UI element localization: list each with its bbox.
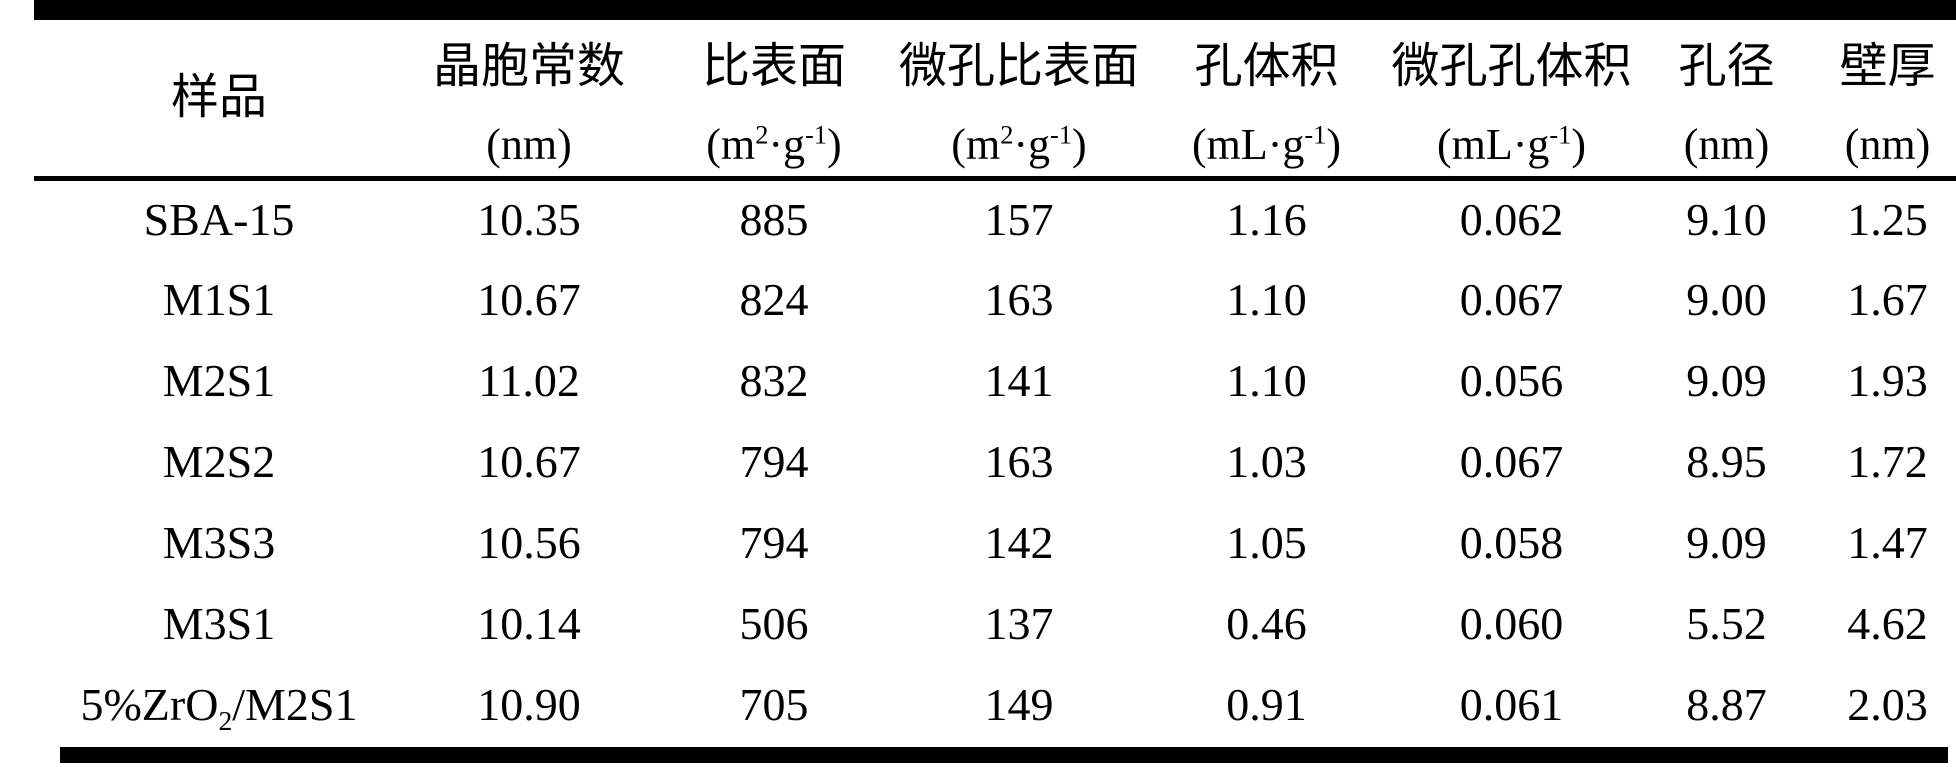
value-cell: 1.10 <box>1226 274 1307 325</box>
column-unit: (mL·g-1) <box>1436 118 1587 169</box>
value-cell: 1.05 <box>1226 517 1307 568</box>
column-header-micropore-surface-area: 微孔比表面 (m2·g-1) <box>894 20 1144 178</box>
value-cell: 885 <box>739 194 809 246</box>
column-label: 壁厚 <box>1839 39 1936 93</box>
value-cell: 705 <box>739 679 809 730</box>
value-cell: 10.67 <box>477 436 581 487</box>
value-cell: 9.00 <box>1686 274 1767 325</box>
value-cell: 1.72 <box>1847 436 1928 487</box>
table-row: SBA-15 10.35 885 157 1.16 0.062 9.10 1.2… <box>34 178 1956 259</box>
table-row: M3S1 10.14 506 137 0.46 0.060 5.52 4.62 <box>34 583 1956 664</box>
value-cell: 8.95 <box>1686 436 1767 487</box>
table-row: M1S1 10.67 824 163 1.10 0.067 9.00 1.67 <box>34 259 1956 340</box>
value-cell: 0.058 <box>1459 517 1564 568</box>
value-cell: 10.67 <box>477 274 581 325</box>
value-cell: 142 <box>984 517 1054 568</box>
value-cell: 9.10 <box>1686 194 1767 246</box>
table-bottom-rule <box>60 747 1948 763</box>
value-cell: 0.067 <box>1459 436 1564 487</box>
value-cell: 506 <box>739 598 809 649</box>
table-body: SBA-15 10.35 885 157 1.16 0.062 9.10 1.2… <box>34 178 1956 745</box>
value-cell: 1.47 <box>1847 517 1928 568</box>
value-cell: 10.14 <box>477 598 581 649</box>
value-cell: 1.16 <box>1226 194 1307 246</box>
value-cell: 794 <box>739 517 809 568</box>
value-cell: 4.62 <box>1847 598 1928 649</box>
value-cell: 1.10 <box>1226 355 1307 406</box>
column-label: 样品 <box>170 70 267 124</box>
column-header-surface-area: 比表面 (m2·g-1) <box>654 20 894 178</box>
column-unit: (m2·g-1) <box>951 118 1087 169</box>
table-row: M2S2 10.67 794 163 1.03 0.067 8.95 1.72 <box>34 421 1956 502</box>
sample-cell: M2S1 <box>162 355 276 406</box>
column-unit: (m2·g-1) <box>706 118 842 169</box>
value-cell: 9.09 <box>1686 355 1767 406</box>
value-cell: 1.25 <box>1847 194 1928 246</box>
column-header-wall-thickness: 壁厚 (nm) <box>1819 20 1956 178</box>
value-cell: 0.056 <box>1459 355 1564 406</box>
column-header-pore-volume: 孔体积 (mL·g-1) <box>1144 20 1389 178</box>
sample-cell: SBA-15 <box>143 194 295 246</box>
sample-cell: M1S1 <box>162 274 276 325</box>
value-cell: 157 <box>984 194 1054 246</box>
table-row: M3S3 10.56 794 142 1.05 0.058 9.09 1.47 <box>34 502 1956 583</box>
value-cell: 0.91 <box>1226 679 1307 730</box>
table-row: M2S1 11.02 832 141 1.10 0.056 9.09 1.93 <box>34 340 1956 421</box>
value-cell: 0.067 <box>1459 274 1564 325</box>
column-unit: (nm) <box>1844 119 1931 169</box>
column-header-micropore-volume: 微孔孔体积 (mL·g-1) <box>1389 20 1634 178</box>
column-header-sample: 样品 <box>34 20 404 178</box>
sample-cell: M3S3 <box>162 517 276 568</box>
value-cell: 1.03 <box>1226 436 1307 487</box>
value-cell: 0.061 <box>1459 679 1564 730</box>
column-label: 孔径 <box>1678 39 1775 93</box>
sample-properties-table: 样品 晶胞常数 (nm) 比表面 (m2·g-1) 微孔比表面 (m2·g-1) <box>34 20 1956 745</box>
column-label: 微孔比表面 <box>898 39 1139 93</box>
column-label: 孔体积 <box>1194 39 1339 93</box>
value-cell: 149 <box>984 679 1054 730</box>
value-cell: 1.93 <box>1847 355 1928 406</box>
sample-cell: M2S2 <box>162 436 276 487</box>
sample-cell: 5%ZrO2/M2S1 <box>80 679 358 737</box>
value-cell: 0.062 <box>1459 194 1564 246</box>
value-cell: 10.56 <box>477 517 581 568</box>
value-cell: 163 <box>984 436 1054 487</box>
value-cell: 832 <box>739 355 809 406</box>
sample-cell: M3S1 <box>162 598 276 649</box>
value-cell: 1.67 <box>1847 274 1928 325</box>
value-cell: 8.87 <box>1686 679 1767 730</box>
column-header-pore-diameter: 孔径 (nm) <box>1634 20 1819 178</box>
value-cell: 10.90 <box>477 679 581 730</box>
column-header-unit-cell-constant: 晶胞常数 (nm) <box>404 20 654 178</box>
column-unit: (nm) <box>486 119 572 169</box>
value-cell: 11.02 <box>478 355 580 406</box>
value-cell: 163 <box>984 274 1054 325</box>
value-cell: 794 <box>739 436 809 487</box>
value-cell: 2.03 <box>1847 679 1928 730</box>
value-cell: 824 <box>739 274 809 325</box>
value-cell: 9.09 <box>1686 517 1767 568</box>
value-cell: 10.35 <box>477 194 581 246</box>
table-top-rule <box>34 0 1956 20</box>
value-cell: 5.52 <box>1686 598 1767 649</box>
value-cell: 0.060 <box>1459 598 1564 649</box>
column-unit: (nm) <box>1683 119 1770 169</box>
value-cell: 137 <box>984 598 1054 649</box>
value-cell: 0.46 <box>1226 598 1307 649</box>
column-label: 晶胞常数 <box>432 39 625 93</box>
column-label: 比表面 <box>701 39 846 93</box>
table-row: 5%ZrO2/M2S1 10.90 705 149 0.91 0.061 8.8… <box>34 664 1956 745</box>
column-label: 微孔孔体积 <box>1391 39 1632 93</box>
value-cell: 141 <box>984 355 1054 406</box>
header-row: 样品 晶胞常数 (nm) 比表面 (m2·g-1) 微孔比表面 (m2·g-1) <box>34 20 1956 178</box>
column-unit: (mL·g-1) <box>1191 118 1342 169</box>
table-header: 样品 晶胞常数 (nm) 比表面 (m2·g-1) 微孔比表面 (m2·g-1) <box>34 20 1956 178</box>
